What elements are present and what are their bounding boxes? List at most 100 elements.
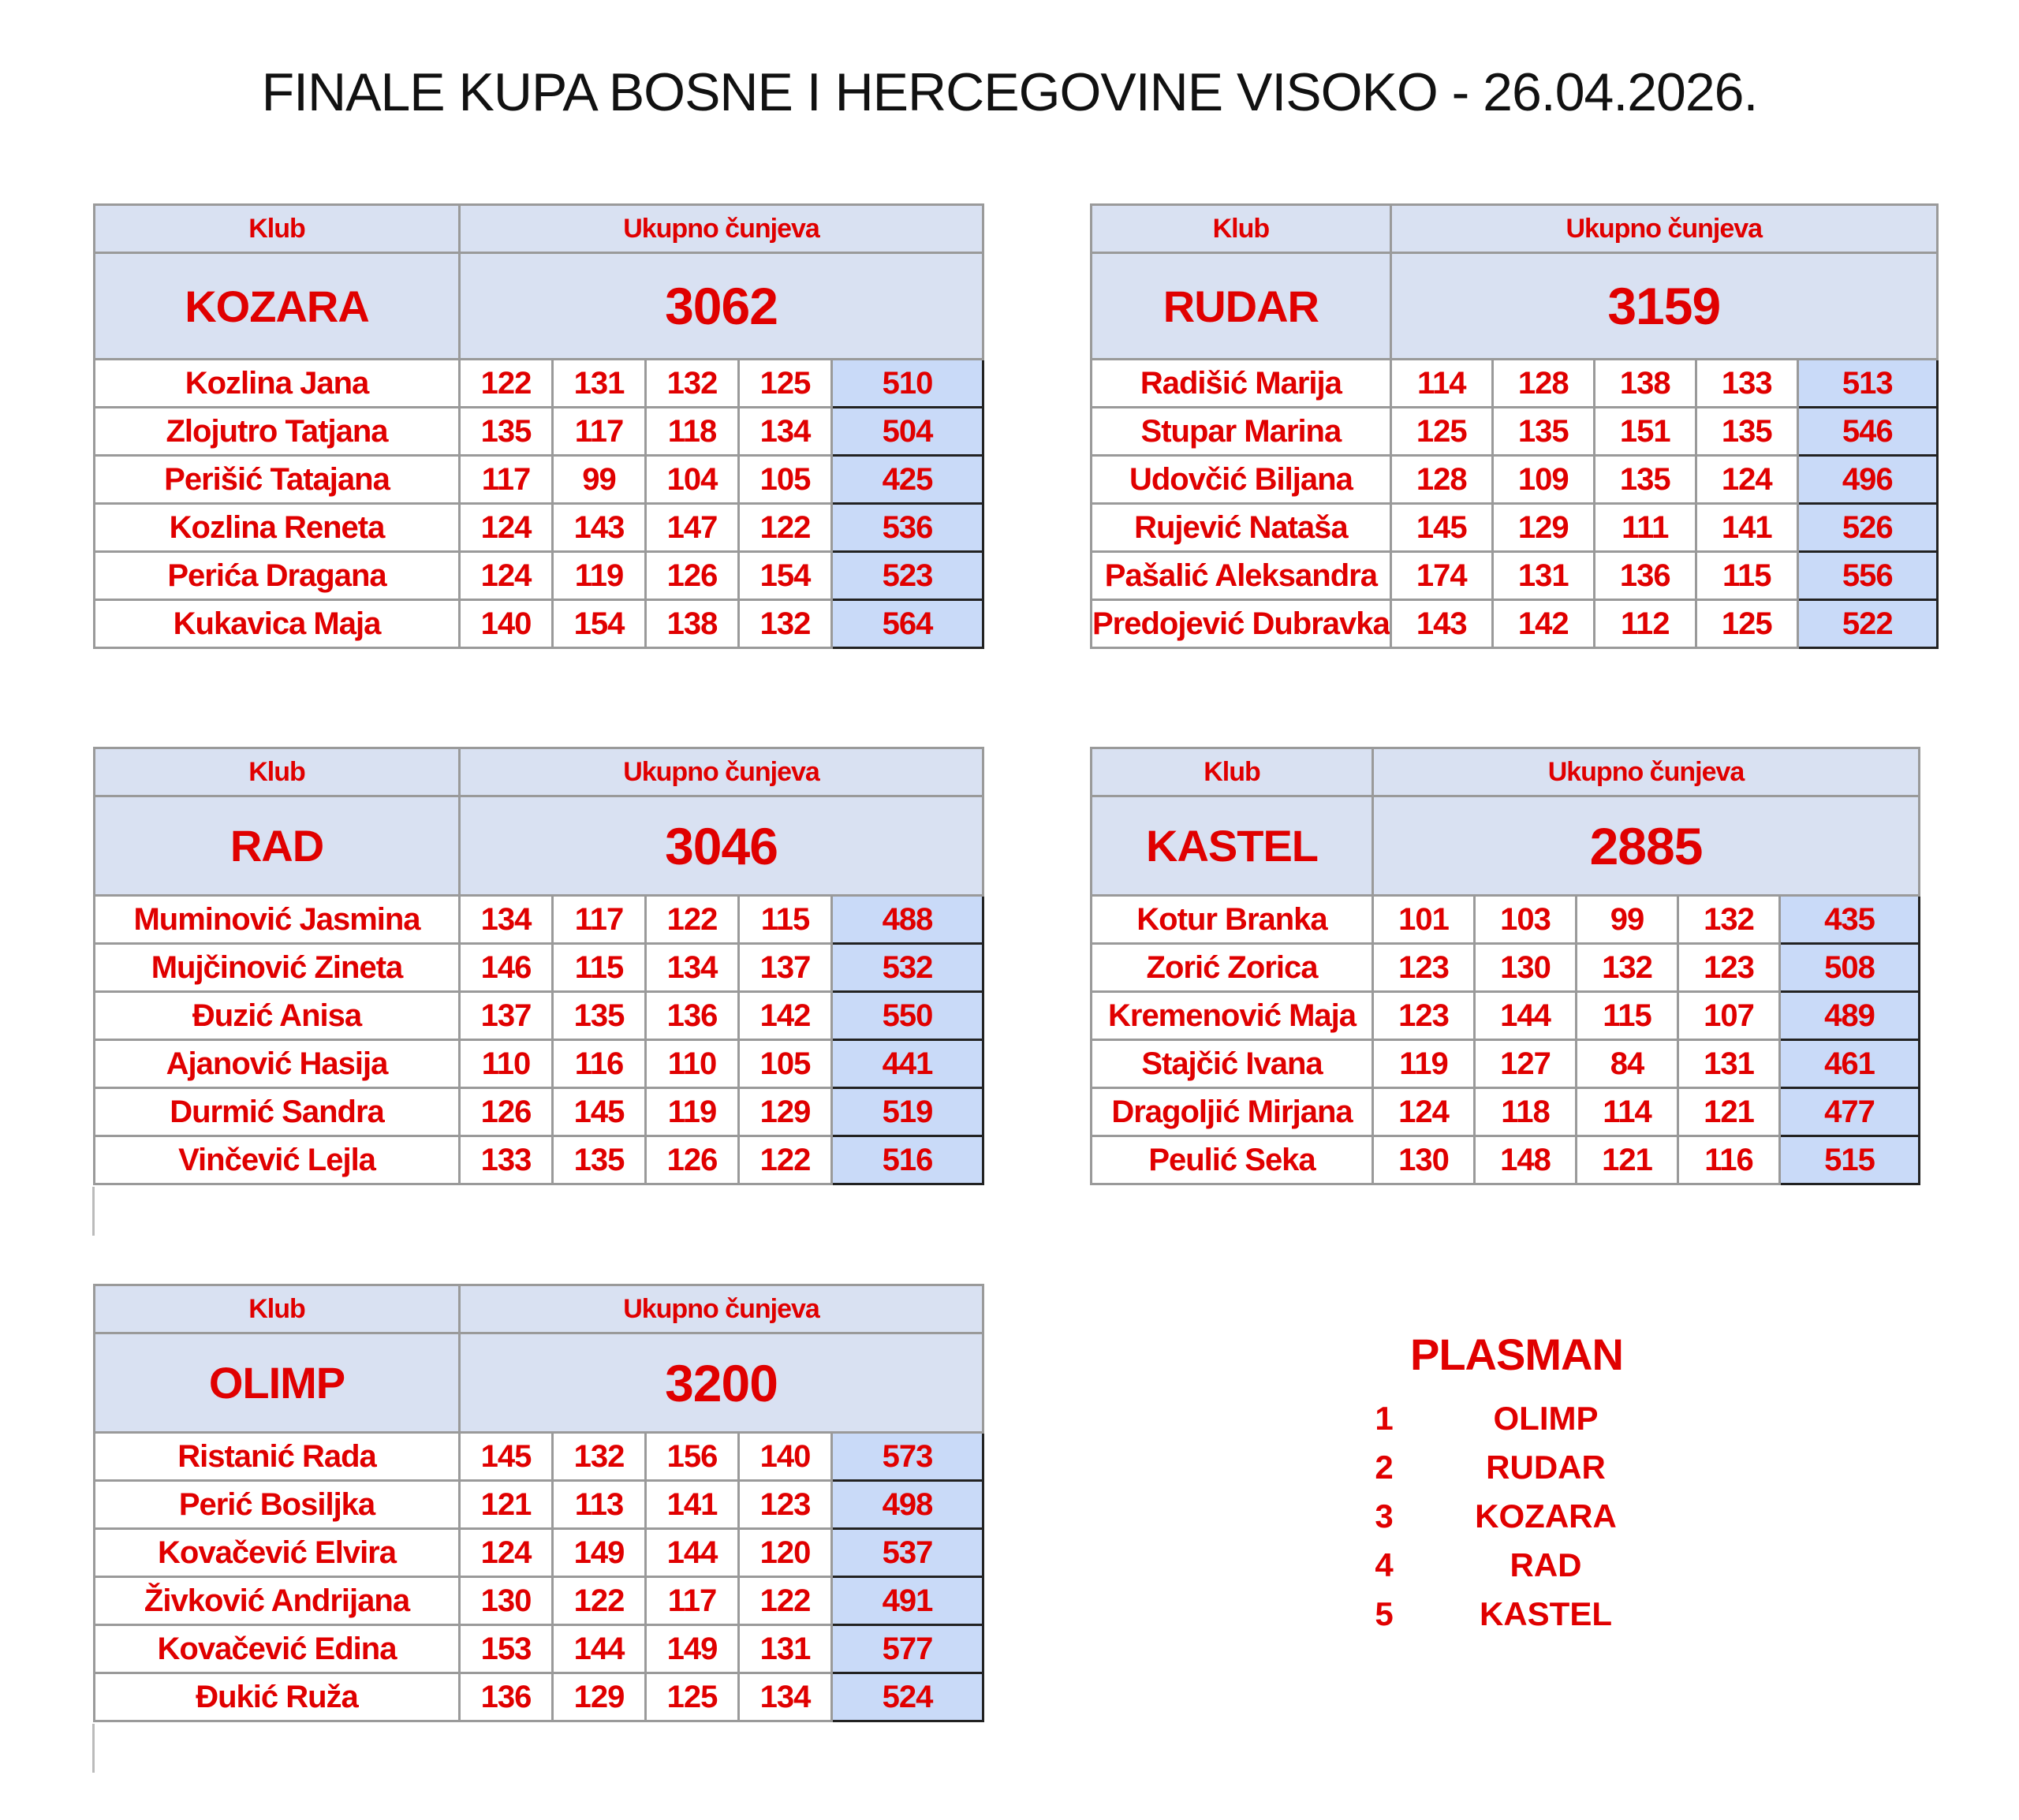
game-score: 137 bbox=[458, 990, 554, 1041]
player-row: Đukić Ruža 136 129 125 134 524 bbox=[93, 1672, 984, 1722]
header-club: Klub bbox=[93, 203, 461, 254]
game-score: 122 bbox=[458, 358, 554, 408]
game-score: 114 bbox=[1575, 1087, 1679, 1137]
standing-row: 5 KASTEL bbox=[1341, 1590, 1664, 1639]
player-name: Kovačević Elvira bbox=[93, 1527, 461, 1578]
game-score: 122 bbox=[737, 502, 833, 553]
game-score: 125 bbox=[1694, 599, 1799, 649]
game-score: 118 bbox=[1473, 1087, 1577, 1137]
header-club: Klub bbox=[93, 747, 461, 797]
player-total: 498 bbox=[830, 1479, 984, 1530]
game-score: 119 bbox=[644, 1087, 740, 1137]
player-total: 441 bbox=[830, 1039, 984, 1089]
club-table-kastel: Klub Ukupno čunjeva KASTEL 2885 Kotur Branka… bbox=[1090, 747, 1920, 1185]
player-name: Zorić Zorica bbox=[1090, 942, 1374, 993]
player-total: 556 bbox=[1796, 550, 1939, 601]
game-score: 144 bbox=[551, 1624, 647, 1674]
player-name: Ajanović Hasija bbox=[93, 1039, 461, 1089]
standing-place: 5 bbox=[1375, 1595, 1394, 1632]
player-name: Vinčević Lejla bbox=[93, 1135, 461, 1185]
player-total: 546 bbox=[1796, 406, 1939, 457]
player-name: Durmić Sandra bbox=[93, 1087, 461, 1137]
game-score: 116 bbox=[551, 1039, 647, 1089]
divider bbox=[92, 1724, 95, 1773]
game-score: 132 bbox=[737, 599, 833, 649]
game-score: 105 bbox=[737, 1039, 833, 1089]
standing-place: 1 bbox=[1375, 1400, 1394, 1437]
player-total: 435 bbox=[1778, 894, 1920, 945]
player-name: Pašalić Aleksandra bbox=[1090, 550, 1392, 601]
player-row: Perića Dragana 124 119 126 154 523 bbox=[93, 550, 984, 601]
game-score: 121 bbox=[1575, 1135, 1679, 1185]
game-score: 134 bbox=[737, 1672, 833, 1722]
game-score: 122 bbox=[551, 1576, 647, 1626]
game-score: 145 bbox=[551, 1087, 647, 1137]
player-row: Đuzić Anisa 137 135 136 142 550 bbox=[93, 990, 984, 1041]
player-row: Durmić Sandra 126 145 119 129 519 bbox=[93, 1087, 984, 1137]
game-score: 144 bbox=[644, 1527, 740, 1578]
club-total: 3062 bbox=[458, 252, 984, 360]
player-total: 550 bbox=[830, 990, 984, 1041]
standing-row: 2 RUDAR bbox=[1341, 1443, 1664, 1492]
player-row: Kovačević Edina 153 144 149 131 577 bbox=[93, 1624, 984, 1674]
game-score: 121 bbox=[458, 1479, 554, 1530]
club-total: 3200 bbox=[458, 1332, 984, 1434]
club-name: OLIMP bbox=[93, 1332, 461, 1434]
header-club: Klub bbox=[1090, 203, 1392, 254]
club-name: KASTEL bbox=[1090, 795, 1374, 897]
player-row: Živković Andrijana 130 122 117 122 491 bbox=[93, 1576, 984, 1626]
standing-row: 4 RAD bbox=[1341, 1541, 1664, 1590]
game-score: 121 bbox=[1677, 1087, 1781, 1137]
game-score: 144 bbox=[1473, 990, 1577, 1041]
game-score: 119 bbox=[1372, 1039, 1476, 1089]
player-row: Muminović Jasmina 134 117 122 115 488 bbox=[93, 894, 984, 945]
player-row: Udovčić Biljana 128 109 135 124 496 bbox=[1090, 454, 1939, 505]
standing-club: RAD bbox=[1510, 1546, 1582, 1583]
game-score: 143 bbox=[551, 502, 647, 553]
player-row: Rujević Nataša 145 129 111 141 526 bbox=[1090, 502, 1939, 553]
game-score: 117 bbox=[458, 454, 554, 505]
standing-place: 4 bbox=[1375, 1546, 1394, 1583]
standing-club: KASTEL bbox=[1480, 1595, 1612, 1632]
player-total: 491 bbox=[830, 1576, 984, 1626]
standing-row: 3 KOZARA bbox=[1341, 1492, 1664, 1541]
game-score: 131 bbox=[1491, 550, 1595, 601]
game-score: 141 bbox=[1694, 502, 1799, 553]
player-row: Zlojutro Tatjana 135 117 118 134 504 bbox=[93, 406, 984, 457]
player-row: Kukavica Maja 140 154 138 132 564 bbox=[93, 599, 984, 649]
game-score: 130 bbox=[458, 1576, 554, 1626]
player-total: 573 bbox=[830, 1431, 984, 1482]
game-score: 131 bbox=[551, 358, 647, 408]
header-total: Ukupno čunjeva bbox=[1372, 747, 1920, 797]
player-total: 425 bbox=[830, 454, 984, 505]
player-name: Stajčić Ivana bbox=[1090, 1039, 1374, 1089]
game-score: 154 bbox=[737, 550, 833, 601]
player-total: 496 bbox=[1796, 454, 1939, 505]
player-row: Predojević Dubravka 143 142 112 125 522 bbox=[1090, 599, 1939, 649]
game-score: 124 bbox=[458, 550, 554, 601]
game-score: 120 bbox=[737, 1527, 833, 1578]
game-score: 142 bbox=[737, 990, 833, 1041]
game-score: 136 bbox=[644, 990, 740, 1041]
player-name: Perišić Tatajana bbox=[93, 454, 461, 505]
game-score: 128 bbox=[1491, 358, 1595, 408]
player-name: Kotur Branka bbox=[1090, 894, 1374, 945]
header-club: Klub bbox=[1090, 747, 1374, 797]
player-total: 519 bbox=[830, 1087, 984, 1137]
player-total: 508 bbox=[1778, 942, 1920, 993]
game-score: 132 bbox=[644, 358, 740, 408]
player-name: Perića Dragana bbox=[93, 550, 461, 601]
game-score: 138 bbox=[1592, 358, 1697, 408]
game-score: 124 bbox=[1372, 1087, 1476, 1137]
game-score: 135 bbox=[551, 990, 647, 1041]
standings-title: PLASMAN bbox=[1410, 1330, 1624, 1379]
club-name: RAD bbox=[93, 795, 461, 897]
game-score: 110 bbox=[644, 1039, 740, 1089]
player-row: Vinčević Lejla 133 135 126 122 516 bbox=[93, 1135, 984, 1185]
game-score: 114 bbox=[1389, 358, 1494, 408]
player-name: Kozlina Reneta bbox=[93, 502, 461, 553]
game-score: 129 bbox=[1491, 502, 1595, 553]
player-name: Predojević Dubravka bbox=[1090, 599, 1392, 649]
club-total: 3159 bbox=[1389, 252, 1939, 360]
player-name: Stupar Marina bbox=[1090, 406, 1392, 457]
